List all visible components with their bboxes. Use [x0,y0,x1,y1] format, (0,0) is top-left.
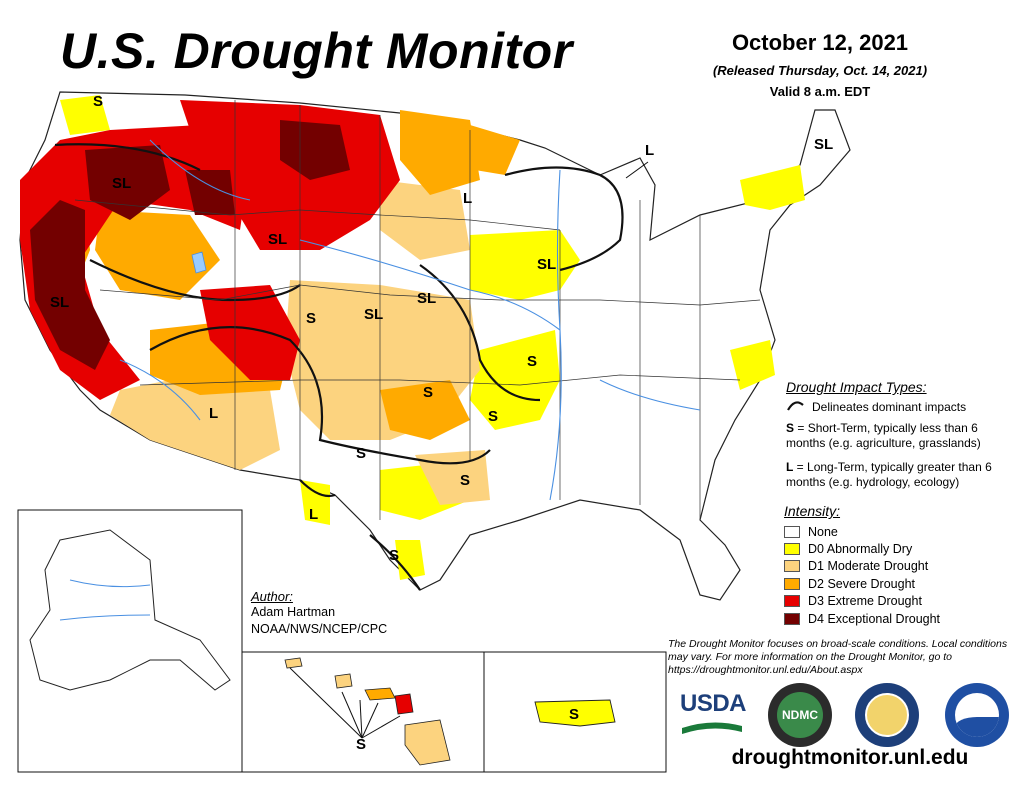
disclaimer-text: The Drought Monitor focuses on broad-sca… [668,638,1008,676]
intensity-label: D0 Abnormally Dry [808,542,913,557]
long-term-key: L [786,460,794,474]
map-label-s: S [389,547,400,564]
legend-delineation-icon [787,401,804,411]
short-term-text: = Short-Term, typically less than 6 mont… [786,421,981,450]
rivers [119,139,701,501]
map-label-l: L [645,142,655,159]
author-org: NOAA/NWS/NCEP/CPC [251,622,388,636]
map-label-sl: SL [268,231,288,248]
puerto-rico-shape [534,699,616,727]
intensity-label: D3 Extreme Drought [808,594,922,609]
map-label-sl: SL [112,175,132,192]
alaska-inset-frame [17,509,243,773]
map-label-sl: SL [537,256,557,273]
intensity-swatch [784,612,800,625]
puerto-rico-inset-frame [483,651,667,773]
map-label-s: S [306,310,317,327]
long-term-text: = Long-Term, typically greater than 6 mo… [786,460,992,489]
noaa-wave [955,717,999,737]
intensity-swatch [784,525,800,538]
usda-swoosh-icon [682,722,742,734]
usda-wordmark: USDA [680,690,747,717]
intensity-row-d0: D0 Abnormally Dry [784,540,940,557]
state-borders [74,100,761,520]
map-label-l: L [209,405,219,422]
map-label-s: S [460,472,471,489]
impact-types-title: Drought Impact Types: [786,379,927,395]
delineates-row: Delineates dominant impacts [786,400,966,415]
intensity-row-d1: D1 Moderate Drought [784,558,940,575]
website-link[interactable]: droughtmonitor.unl.edu [731,746,969,769]
intensity-swatch [784,577,800,590]
intensity-swatch [784,595,800,608]
map-label-sl: SL [364,306,384,323]
map-label-s: S [356,736,367,753]
usda-logo: USDA [680,690,747,740]
intensity-swatch [784,543,800,556]
intensity-title: Intensity: [784,503,841,519]
intensity-row-none: None [784,523,940,540]
valid-time: Valid 8 a.m. EDT [769,84,871,99]
author-block: Author: Adam Hartman NOAA/NWS/NCEP/CPC [251,589,387,638]
long-term-description: L = Long-Term, typically greater than 6 … [786,460,1016,490]
intensity-row-d2: D2 Severe Drought [784,575,940,592]
intensity-label: D1 Moderate Drought [808,559,929,574]
intensity-row-d4: D4 Exceptional Drought [784,610,940,627]
intensity-row-d3: D3 Extreme Drought [784,593,940,610]
map-label-l: L [463,190,473,207]
map-label-s: S [569,706,580,723]
map-label-sl: SL [50,294,70,311]
map-label-s: S [423,384,434,401]
commerce-seal-inner [865,693,909,737]
short-term-key: S [786,421,795,435]
intensity-legend: None D0 Abnormally Dry D1 Moderate Droug… [784,523,940,627]
map-label-s: S [488,408,499,425]
alaska-shape [29,529,231,691]
noaa-inner [955,693,999,737]
map-label-sl: SL [814,136,834,153]
author-title: Author: [251,589,293,604]
short-term-description: S = Short-Term, typically less than 6 mo… [786,421,1016,451]
d1-areas [110,180,490,505]
d0-areas [60,95,805,580]
map-label-s: S [527,353,538,370]
commerce-seal-icon [855,683,919,747]
map-label-l: L [309,506,319,523]
map-label-s: S [93,93,104,110]
michigan-pointer-line [625,161,649,179]
author-name: Adam Hartman [251,605,336,619]
alaska-rivers [59,579,151,621]
release-note: (Released Thursday, Oct. 14, 2021) [712,63,928,78]
intensity-label: D2 Severe Drought [808,576,916,591]
map-label-s: S [356,445,367,462]
intensity-label: None [808,524,838,539]
d4-areas [30,120,350,370]
great-salt-lake [191,251,207,274]
page-title: U.S. Drought Monitor [60,23,573,79]
hawaii-islands [284,657,451,766]
ndmc-logo: NDMC [768,683,832,747]
hawaii-pointer-lines [289,667,401,739]
intensity-swatch [784,560,800,573]
delineates-label: Delineates dominant impacts [812,400,967,414]
ndmc-wordmark: NDMC [782,708,818,722]
ndmc-inner: NDMC [777,692,823,738]
intensity-label: D4 Exceptional Drought [808,611,941,626]
map-date: October 12, 2021 [731,30,909,55]
noaa-logo-icon [945,683,1009,747]
map-label-sl: SL [417,290,437,307]
